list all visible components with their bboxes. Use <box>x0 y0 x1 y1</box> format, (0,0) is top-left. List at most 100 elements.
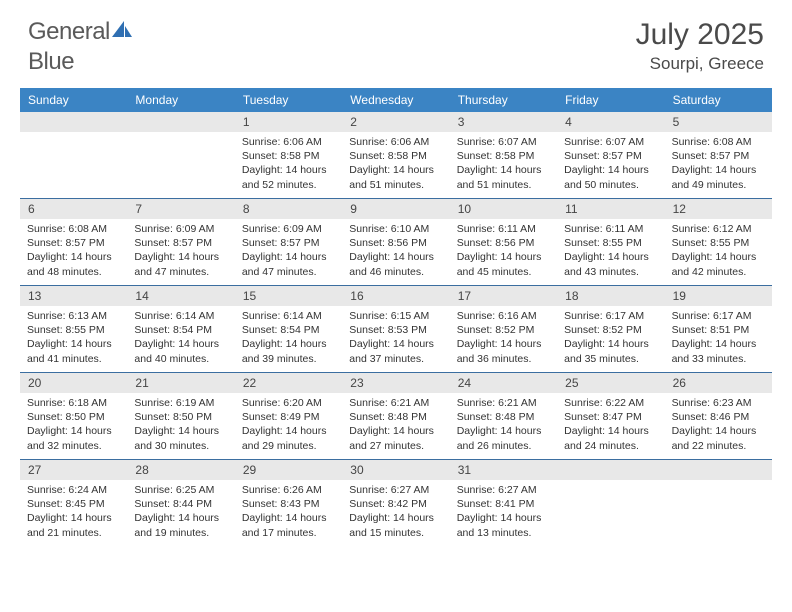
calendar-cell: 15Sunrise: 6:14 AMSunset: 8:54 PMDayligh… <box>235 286 342 372</box>
sunset-text: Sunset: 8:48 PM <box>457 410 550 424</box>
daylight-text-2: and 50 minutes. <box>564 178 657 192</box>
sunset-text: Sunset: 8:43 PM <box>242 497 335 511</box>
daylight-text-2: and 27 minutes. <box>349 439 442 453</box>
calendar-cell: 22Sunrise: 6:20 AMSunset: 8:49 PMDayligh… <box>235 373 342 459</box>
daylight-text-2: and 47 minutes. <box>134 265 227 279</box>
sunset-text: Sunset: 8:57 PM <box>564 149 657 163</box>
sunset-text: Sunset: 8:56 PM <box>457 236 550 250</box>
daylight-text-1: Daylight: 14 hours <box>349 337 442 351</box>
daylight-text-1: Daylight: 14 hours <box>457 511 550 525</box>
sunrise-text: Sunrise: 6:21 AM <box>349 396 442 410</box>
daylight-text-2: and 35 minutes. <box>564 352 657 366</box>
sunset-text: Sunset: 8:50 PM <box>134 410 227 424</box>
sunrise-text: Sunrise: 6:10 AM <box>349 222 442 236</box>
cell-body: Sunrise: 6:09 AMSunset: 8:57 PMDaylight:… <box>127 219 234 283</box>
sunset-text: Sunset: 8:46 PM <box>672 410 765 424</box>
date-number: 13 <box>20 286 127 306</box>
sunset-text: Sunset: 8:50 PM <box>27 410 120 424</box>
sunset-text: Sunset: 8:55 PM <box>672 236 765 250</box>
calendar-cell: 6Sunrise: 6:08 AMSunset: 8:57 PMDaylight… <box>20 199 127 285</box>
daylight-text-1: Daylight: 14 hours <box>242 337 335 351</box>
week-row: 1Sunrise: 6:06 AMSunset: 8:58 PMDaylight… <box>20 112 772 198</box>
sunset-text: Sunset: 8:45 PM <box>27 497 120 511</box>
sunset-text: Sunset: 8:56 PM <box>349 236 442 250</box>
cell-body: Sunrise: 6:12 AMSunset: 8:55 PMDaylight:… <box>665 219 772 283</box>
weekday-header: Thursday <box>450 88 557 112</box>
sunrise-text: Sunrise: 6:08 AM <box>27 222 120 236</box>
daylight-text-2: and 26 minutes. <box>457 439 550 453</box>
daylight-text-1: Daylight: 14 hours <box>564 424 657 438</box>
calendar-cell: 31Sunrise: 6:27 AMSunset: 8:41 PMDayligh… <box>450 460 557 546</box>
daylight-text-1: Daylight: 14 hours <box>134 250 227 264</box>
daylight-text-2: and 36 minutes. <box>457 352 550 366</box>
daylight-text-1: Daylight: 14 hours <box>564 163 657 177</box>
daylight-text-1: Daylight: 14 hours <box>27 337 120 351</box>
calendar-cell: 23Sunrise: 6:21 AMSunset: 8:48 PMDayligh… <box>342 373 449 459</box>
calendar-cell: 17Sunrise: 6:16 AMSunset: 8:52 PMDayligh… <box>450 286 557 372</box>
calendar-cell: 29 Sunrise: 6:26 AMSunset: 8:43 PMDayligh… <box>235 460 342 546</box>
brand-word-2-wrap: Blue <box>28 48 74 76</box>
sunset-text: Sunset: 8:44 PM <box>134 497 227 511</box>
daylight-text-1: Daylight: 14 hours <box>672 163 765 177</box>
daylight-text-2: and 42 minutes. <box>672 265 765 279</box>
daylight-text-1: Daylight: 14 hours <box>242 163 335 177</box>
date-number: 16 <box>342 286 449 306</box>
daylight-text-1: Daylight: 14 hours <box>134 511 227 525</box>
sunset-text: Sunset: 8:53 PM <box>349 323 442 337</box>
daylight-text-1: Daylight: 14 hours <box>349 511 442 525</box>
daylight-text-1: Daylight: 14 hours <box>672 250 765 264</box>
date-number: 18 <box>557 286 664 306</box>
daylight-text-1: Daylight: 14 hours <box>27 250 120 264</box>
week-row: 6Sunrise: 6:08 AMSunset: 8:57 PMDaylight… <box>20 198 772 285</box>
calendar-cell-empty <box>20 112 127 198</box>
daylight-text-1: Daylight: 14 hours <box>564 337 657 351</box>
sunrise-text: Sunrise: 6:07 AM <box>457 135 550 149</box>
calendar-grid: Sunday Monday Tuesday Wednesday Thursday… <box>20 88 772 546</box>
sunset-text: Sunset: 8:58 PM <box>457 149 550 163</box>
date-number: 17 <box>450 286 557 306</box>
date-number: 19 <box>665 286 772 306</box>
sunset-text: Sunset: 8:55 PM <box>564 236 657 250</box>
daylight-text-2: and 39 minutes. <box>242 352 335 366</box>
date-number: 7 <box>127 199 234 219</box>
daylight-text-1: Daylight: 14 hours <box>349 250 442 264</box>
weeks-container: 1Sunrise: 6:06 AMSunset: 8:58 PMDaylight… <box>20 112 772 546</box>
calendar-cell-empty <box>127 112 234 198</box>
cell-body: Sunrise: 6:11 AMSunset: 8:56 PMDaylight:… <box>450 219 557 283</box>
sunset-text: Sunset: 8:49 PM <box>242 410 335 424</box>
date-number <box>557 460 664 480</box>
date-number: 15 <box>235 286 342 306</box>
daylight-text-2: and 40 minutes. <box>134 352 227 366</box>
date-number: 4 <box>557 112 664 132</box>
cell-body: Sunrise: 6:21 AMSunset: 8:48 PMDaylight:… <box>450 393 557 457</box>
daylight-text-2: and 48 minutes. <box>27 265 120 279</box>
daylight-text-2: and 43 minutes. <box>564 265 657 279</box>
daylight-text-1: Daylight: 14 hours <box>564 250 657 264</box>
sunset-text: Sunset: 8:54 PM <box>134 323 227 337</box>
sunset-text: Sunset: 8:57 PM <box>27 236 120 250</box>
daylight-text-1: Daylight: 14 hours <box>242 250 335 264</box>
week-row: 20Sunrise: 6:18 AMSunset: 8:50 PMDayligh… <box>20 372 772 459</box>
daylight-text-2: and 17 minutes. <box>242 526 335 540</box>
date-number: 29 <box>235 460 342 480</box>
sunrise-text: Sunrise: 6:06 AM <box>242 135 335 149</box>
daylight-text-1: Daylight: 14 hours <box>134 424 227 438</box>
location-text: Sourpi, Greece <box>636 54 764 74</box>
daylight-text-1: Daylight: 14 hours <box>27 424 120 438</box>
daylight-text-1: Daylight: 14 hours <box>242 511 335 525</box>
date-number <box>20 112 127 132</box>
sunrise-text: Sunrise: 6:08 AM <box>672 135 765 149</box>
week-row: 27Sunrise: 6:24 AMSunset: 8:45 PMDayligh… <box>20 459 772 546</box>
date-number: 2 <box>342 112 449 132</box>
cell-body: Sunrise: 6:21 AMSunset: 8:48 PMDaylight:… <box>342 393 449 457</box>
calendar-cell: 13Sunrise: 6:13 AMSunset: 8:55 PMDayligh… <box>20 286 127 372</box>
daylight-text-1: Daylight: 14 hours <box>457 337 550 351</box>
weekday-header: Saturday <box>665 88 772 112</box>
calendar-cell: 16Sunrise: 6:15 AMSunset: 8:53 PMDayligh… <box>342 286 449 372</box>
calendar-cell: 27Sunrise: 6:24 AMSunset: 8:45 PMDayligh… <box>20 460 127 546</box>
calendar-cell: 24Sunrise: 6:21 AMSunset: 8:48 PMDayligh… <box>450 373 557 459</box>
sunrise-text: Sunrise: 6:16 AM <box>457 309 550 323</box>
sunrise-text: Sunrise: 6:13 AM <box>27 309 120 323</box>
sunrise-text: Sunrise: 6:26 AM <box>242 483 335 497</box>
calendar-cell: 1Sunrise: 6:06 AMSunset: 8:58 PMDaylight… <box>235 112 342 198</box>
